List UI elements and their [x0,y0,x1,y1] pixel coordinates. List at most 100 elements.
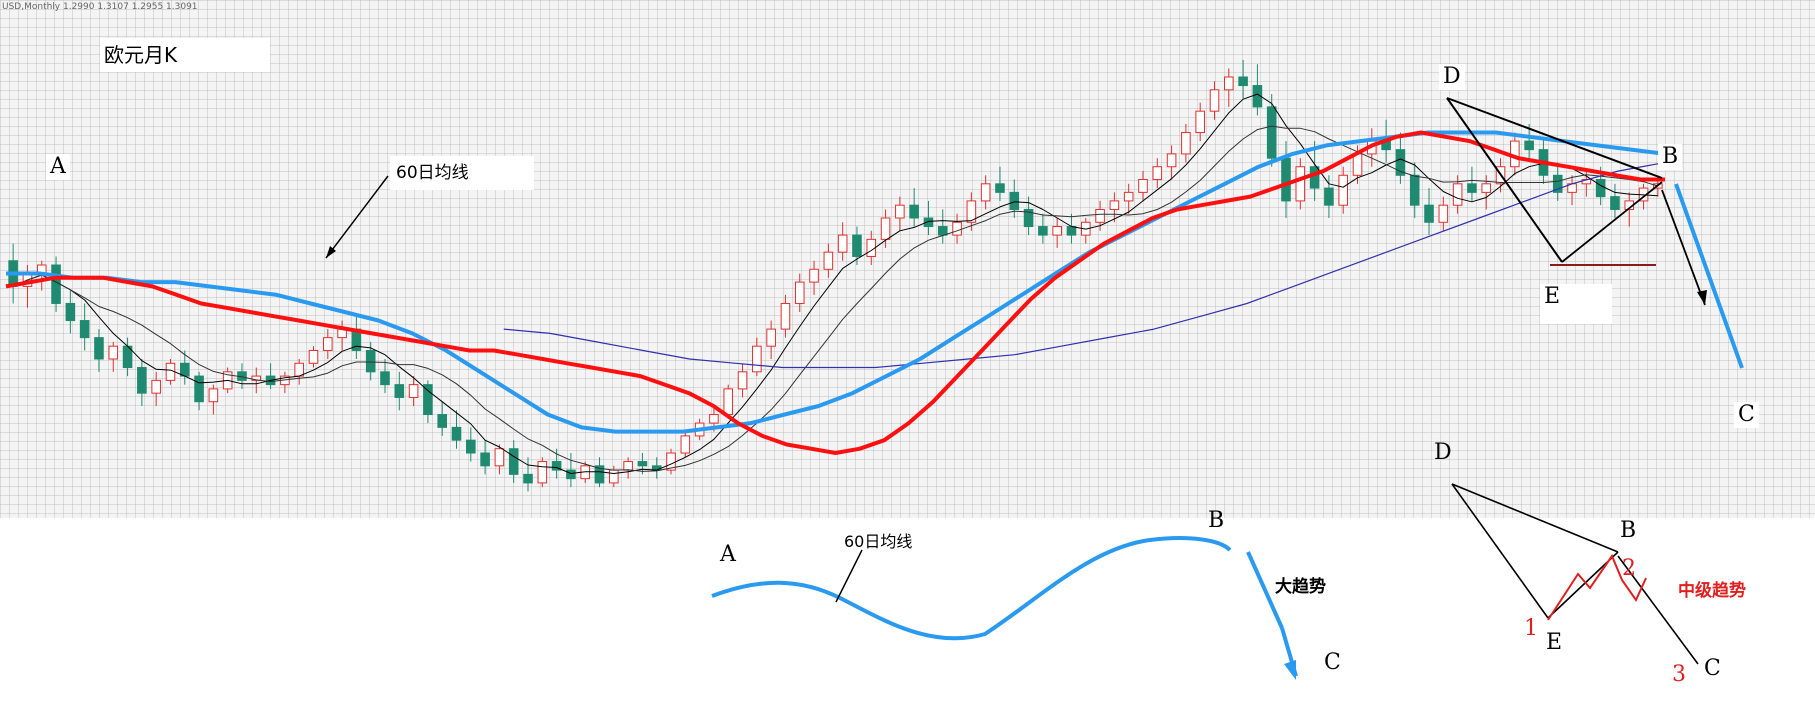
ma60-label: 60日均线 [390,156,534,190]
candle-body [94,337,104,360]
candle-body [680,435,691,454]
candle-body [1610,196,1620,210]
candle [1295,158,1306,210]
candle [1409,162,1420,218]
candle-body [880,217,891,240]
mid-line-d-b [1451,483,1619,553]
candle [1195,102,1205,142]
ma60-blue-line [6,130,1666,434]
candle [1166,145,1177,180]
candle-body [1166,153,1177,168]
candle-body [394,384,405,398]
candle-body [1152,166,1163,181]
trendline-e-b [1561,181,1663,263]
candle-body [1138,179,1148,193]
candle [551,448,562,479]
candle [1109,192,1120,223]
candle [394,371,405,411]
sketch-b-label: B [1208,508,1225,533]
sketch-trend-curve [711,536,1232,641]
candle [494,444,505,475]
candle-body [551,461,562,471]
candle [651,457,662,479]
candle [1610,183,1620,218]
candle-body [623,461,633,471]
candle-body [1395,149,1406,176]
candle [1524,124,1534,159]
candle-body [723,388,734,416]
candle-body [1209,89,1220,112]
candle-body [108,345,119,360]
candle [1395,132,1406,184]
candle-body [1181,132,1191,155]
wave-1-label: 1 [1524,616,1538,641]
candle [895,196,905,231]
candle-body [480,452,490,467]
candle-body [1338,174,1349,206]
candle-body [1023,208,1034,228]
projection-line-blue [1674,183,1744,369]
candle-body [1009,191,1020,210]
candle-body [794,281,805,304]
candle [952,213,962,244]
candle [637,453,648,475]
projection-arrow-black [1661,189,1706,306]
candle-body [194,375,204,403]
candle-body [65,302,76,322]
candle [537,457,548,488]
candle-body [1095,208,1105,223]
candle [294,359,304,385]
candle-body [1424,204,1434,223]
candle-body [1038,226,1048,236]
candle [1152,158,1163,189]
candle-body [1524,140,1534,151]
candle-body [609,469,619,484]
candle-body [709,414,719,424]
candle-body [909,204,919,219]
candle-body [179,362,190,377]
candle-body [451,426,462,441]
mid-trend-label: 中级趋势 [1678,581,1746,601]
mid-e-label: E [1546,630,1563,655]
candle-body [923,217,934,228]
candle [752,337,762,377]
instrument-label: USD,Monthly 1.2990 1.3107 1.2955 1.3091 [2,2,198,12]
candle-body [1438,204,1449,223]
point-b-label: B [1658,144,1683,170]
projection-arrowhead-black [1697,290,1707,305]
candle-body [852,234,862,257]
candle [1567,175,1577,206]
candle [179,350,190,385]
candle [923,200,934,236]
candle-body [637,461,648,467]
candle [137,359,147,406]
candle-body [1309,166,1320,189]
candle [1181,124,1191,163]
candle-body [1481,183,1492,193]
mid-line-d-e [1451,483,1549,619]
candle [823,243,834,278]
candle [65,290,76,334]
candle-body [995,183,1005,193]
candle [794,273,805,312]
candle-body [1595,179,1606,198]
ma60-pointer-arrowhead [326,246,336,258]
candle-body [508,448,519,475]
candle-body [1109,200,1120,210]
candle-body [1467,183,1477,193]
candle [980,175,991,210]
candle [1080,218,1091,244]
candle [1438,196,1449,231]
candle [151,371,161,406]
candle-body [566,469,576,480]
mid-c-label: C [1704,656,1721,681]
wave-2-label: 2 [1622,556,1636,581]
candle [1238,59,1248,99]
candle [1138,171,1148,201]
candle [508,440,519,483]
candle [766,320,776,359]
candle-body [1452,183,1463,206]
chart-title: 欧元月K [100,38,270,72]
candle [337,320,347,351]
sketch-c-label: C [1324,650,1341,675]
